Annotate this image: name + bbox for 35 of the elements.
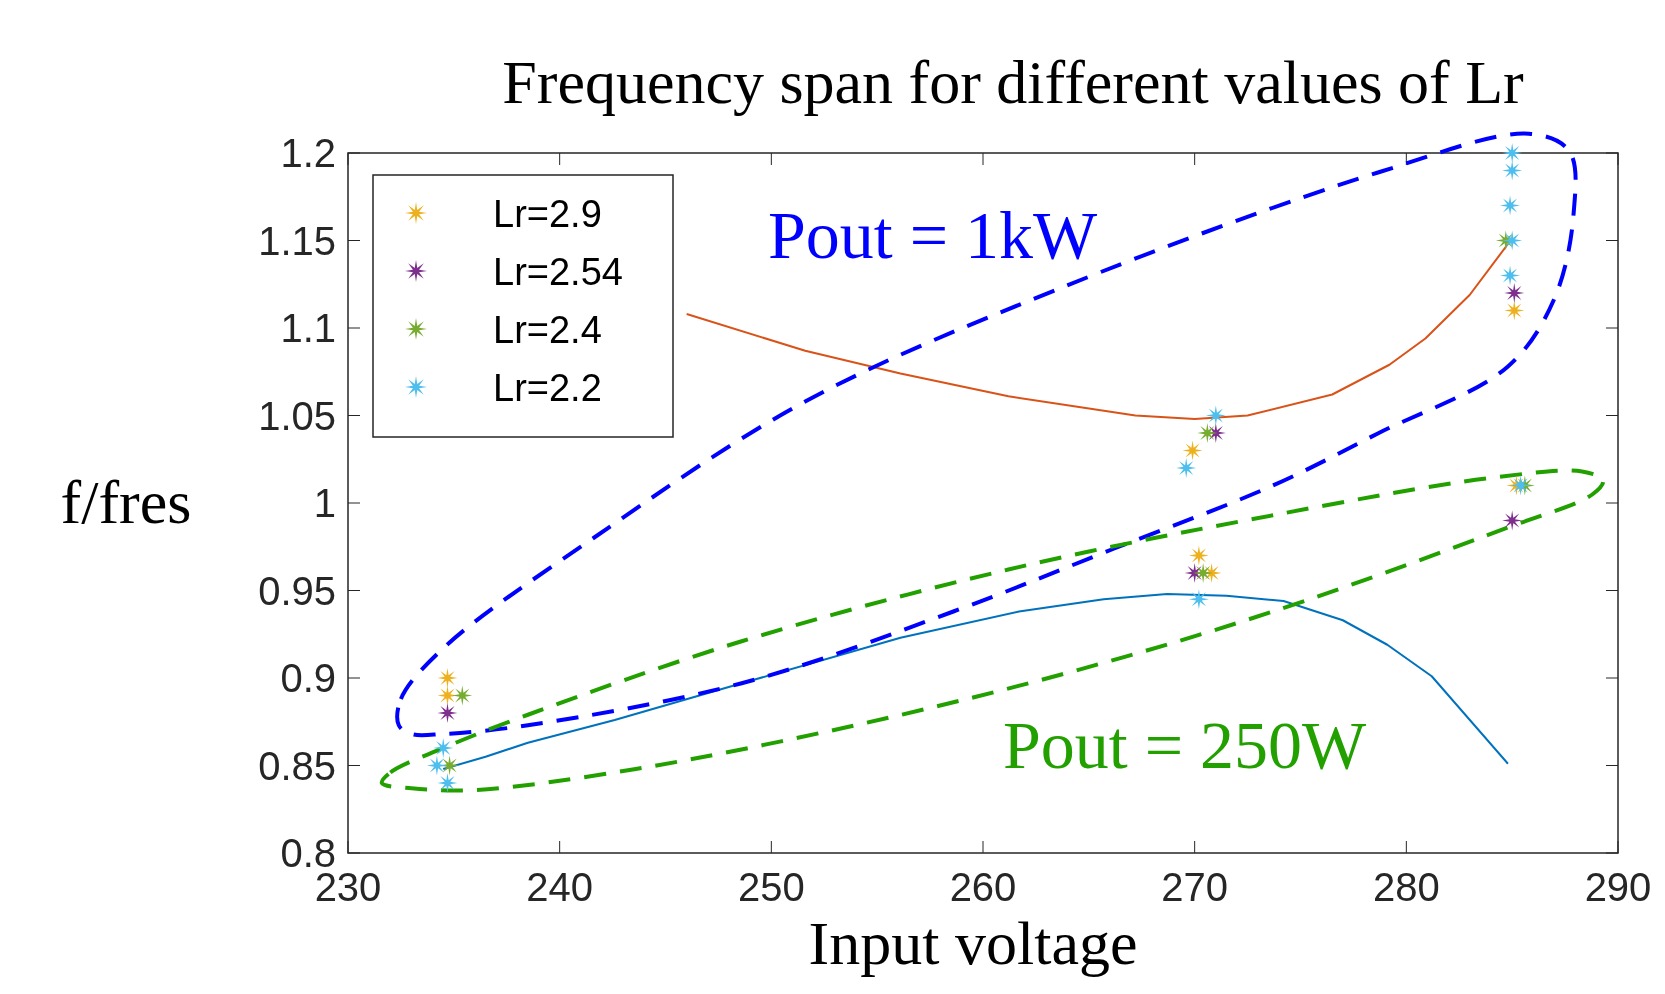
x-tick-label: 240 bbox=[526, 865, 594, 909]
y-tick-label: 0.85 bbox=[258, 743, 336, 788]
point bbox=[1502, 510, 1523, 531]
y-tick-label: 0.95 bbox=[258, 568, 336, 613]
y-tick-label: 1 bbox=[313, 481, 336, 525]
x-tick-label: 260 bbox=[949, 865, 1017, 909]
y-tick-label: 1.15 bbox=[258, 218, 336, 263]
point bbox=[1182, 440, 1203, 461]
point bbox=[426, 755, 447, 776]
y-tick-label: 0.9 bbox=[280, 656, 336, 700]
x-tick-label: 290 bbox=[1584, 865, 1652, 909]
y-tick-label: 1.2 bbox=[280, 131, 336, 175]
legend-label: Lr=2.2 bbox=[493, 367, 602, 409]
point bbox=[1500, 265, 1521, 286]
point bbox=[1502, 160, 1523, 181]
point bbox=[1502, 230, 1523, 251]
point bbox=[1500, 195, 1521, 216]
legend-label: Lr=2.4 bbox=[493, 309, 602, 351]
x-tick-label: 270 bbox=[1161, 865, 1229, 909]
point bbox=[1205, 405, 1226, 426]
annotation: Pout = 1kW bbox=[768, 197, 1099, 273]
y-tick-label: 1.05 bbox=[258, 393, 336, 438]
x-tick-label: 250 bbox=[737, 865, 805, 909]
annotation: Pout = 250W bbox=[1003, 707, 1368, 783]
point bbox=[1188, 545, 1209, 566]
legend-label: Lr=2.54 bbox=[493, 251, 623, 293]
x-axis-title: Input voltage bbox=[808, 909, 1138, 977]
point bbox=[1188, 589, 1209, 610]
y-axis-title: f/fres bbox=[60, 468, 192, 536]
legend-label: Lr=2.9 bbox=[493, 193, 602, 235]
x-tick-label: 280 bbox=[1372, 865, 1440, 909]
point bbox=[452, 685, 473, 706]
chart-title: Frequency span for different values of Lr bbox=[502, 48, 1525, 116]
y-tick-label: 1.1 bbox=[280, 306, 336, 350]
point bbox=[1504, 300, 1525, 321]
